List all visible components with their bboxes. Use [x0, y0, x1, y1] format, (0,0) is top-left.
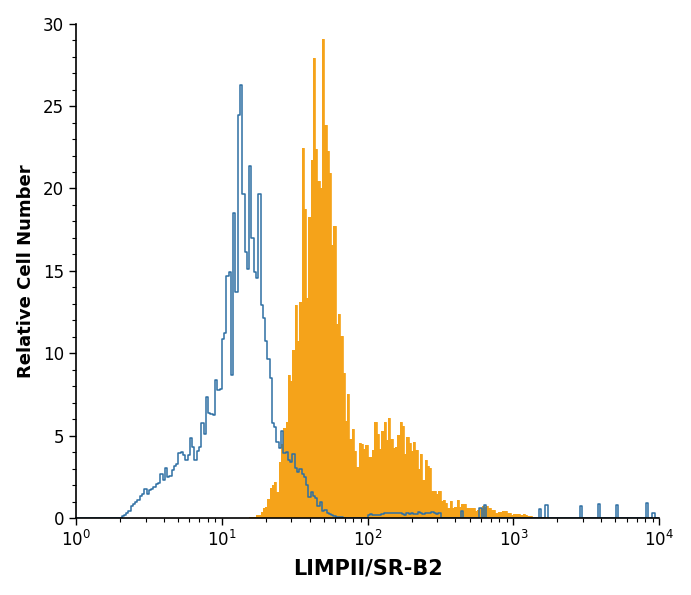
X-axis label: LIMPII/SR-B2: LIMPII/SR-B2 [293, 558, 442, 578]
Y-axis label: Relative Cell Number: Relative Cell Number [17, 164, 35, 378]
